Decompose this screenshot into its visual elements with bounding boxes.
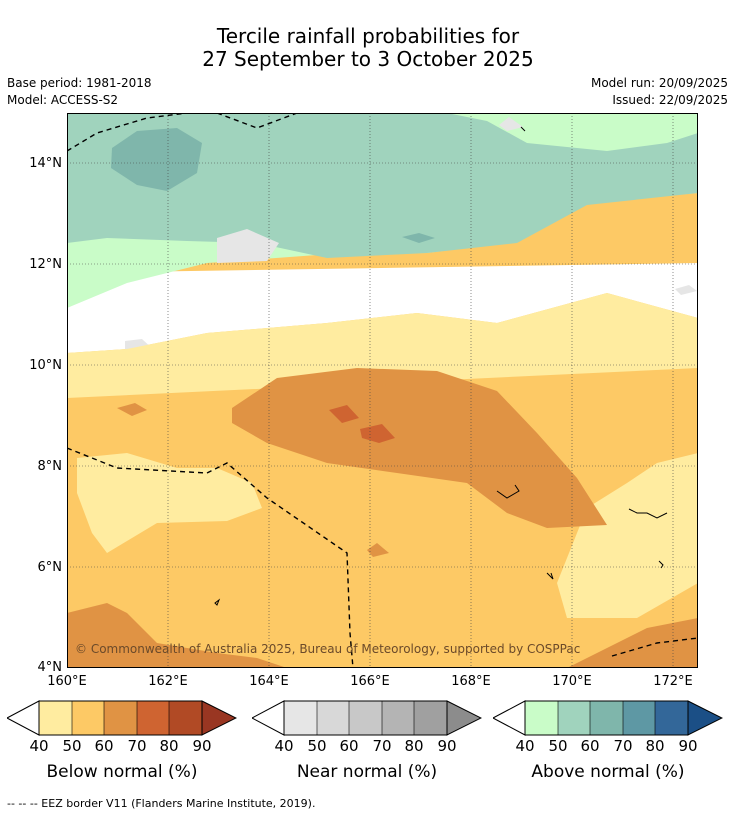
legend-below-low-arrow [7,700,40,736]
map-region-below-40-c [557,453,698,618]
legend-above-tick-40: 40 [515,737,535,755]
legend-below-swatch-1 [39,701,72,735]
legend-below-tick-80: 80 [159,737,179,755]
legend-below-swatch-3 [104,701,137,735]
map-region-above-60-small [402,233,435,243]
lon-tick-172e: 172°E [653,674,693,689]
legend-above-tick-90: 90 [678,737,698,755]
legend-near-label: Near normal (%) [296,762,438,782]
map-islands [214,126,668,606]
map-region-below-40 [67,293,698,398]
lat-tick-4n: 4°N [37,660,63,675]
issued-date: Issued: 22/09/2025 [612,93,728,107]
legend-above-tick-70: 70 [613,737,633,755]
legend-below-colorbar [7,700,237,736]
model-run: Model run: 20/09/2025 [590,76,728,90]
legend-above-low-arrow [493,700,526,736]
legend-near-swatch-4 [382,701,414,735]
legend-below-swatch-4 [137,701,169,735]
legend-below-swatch-5 [169,701,202,735]
legend-near-swatch-5 [414,701,447,735]
map-region-below-70-b [360,424,395,443]
legend-near-tick-60: 60 [339,737,359,755]
map-region-below-60 [232,368,607,528]
map-region-below-60-a [117,403,147,416]
legend-above-tick-80: 80 [645,737,665,755]
legend-below-swatch-2 [72,701,104,735]
map-frame [67,113,698,668]
legend-near-tick-70: 70 [372,737,392,755]
legend-near-high-arrow [446,700,482,736]
legend-near-tick-50: 50 [307,737,327,755]
legend-above-swatch-3 [590,701,623,735]
lon-tick-168e: 168°E [451,674,491,689]
map-region-near-40-c [675,285,697,295]
base-period: Base period: 1981-2018 [7,76,152,90]
map-region-below-60-se [567,618,698,668]
lon-tick-164e: 164°E [249,674,289,689]
copyright-notice: © Commonwealth of Australia 2025, Bureau… [75,642,580,656]
lon-tick-170e: 170°E [552,674,592,689]
lon-tick-160e: 160°E [47,674,87,689]
eez-border-note: -- -- -- EEZ border V11 (Flanders Marine… [7,797,316,810]
legend-below-tick-50: 50 [62,737,82,755]
map-grid [67,113,698,668]
legend-below-high-arrow [201,700,237,736]
map-region-above-50 [67,113,698,258]
legend-above-tick-50: 50 [548,737,568,755]
map-region-near-40-a [217,229,279,263]
legend-above-swatch-4 [623,701,655,735]
legend-below-tick-70: 70 [127,737,147,755]
legend-above-high-arrow [687,700,723,736]
map-region-below-60-b [367,543,389,557]
lon-tick-162e: 162°E [148,674,188,689]
map-region-neutral [67,263,698,353]
legend-near-swatch-3 [349,701,382,735]
model-name: Model: ACCESS-S2 [7,93,119,107]
eez-borders [67,113,698,668]
title-line-2: 27 September to 3 October 2025 [202,47,534,71]
legend-above-label: Above normal (%) [531,762,685,782]
lat-tick-14n: 14°N [29,156,62,171]
legend-near-tick-90: 90 [437,737,457,755]
legend-near-tick-40: 40 [274,737,294,755]
legend-below-tick-60: 60 [94,737,114,755]
legend-near-colorbar [252,700,482,736]
lat-tick-10n: 10°N [29,358,62,373]
legend-near-tick-80: 80 [404,737,424,755]
legend-near-swatch-2 [317,701,349,735]
lon-tick-166e: 166°E [350,674,390,689]
legend-above-swatch-2 [558,701,590,735]
lat-tick-12n: 12°N [29,257,62,272]
legend-above-swatch-5 [655,701,688,735]
map-region-below-40-b [77,453,262,553]
lat-tick-6n: 6°N [37,560,63,575]
map-region-below-70-a [329,405,359,423]
legend-below-tick-40: 40 [29,737,49,755]
lat-tick-8n: 8°N [37,459,63,474]
legend-near-swatch-1 [284,701,317,735]
legend-above-swatch-1 [525,701,558,735]
map-region-below-60-south [67,603,287,668]
title-line-1: Tercile rainfall probabilities for [216,24,520,48]
legend-below-tick-90: 90 [192,737,212,755]
legend-above-colorbar [493,700,723,736]
legend-below-label: Below normal (%) [46,762,198,782]
map-region-above-60 [111,128,202,191]
map-region-near-40-d [499,117,523,131]
legend-above-tick-60: 60 [580,737,600,755]
legend-near-low-arrow [252,700,285,736]
rainfall-map: © Commonwealth of Australia 2025, Bureau… [67,113,698,668]
